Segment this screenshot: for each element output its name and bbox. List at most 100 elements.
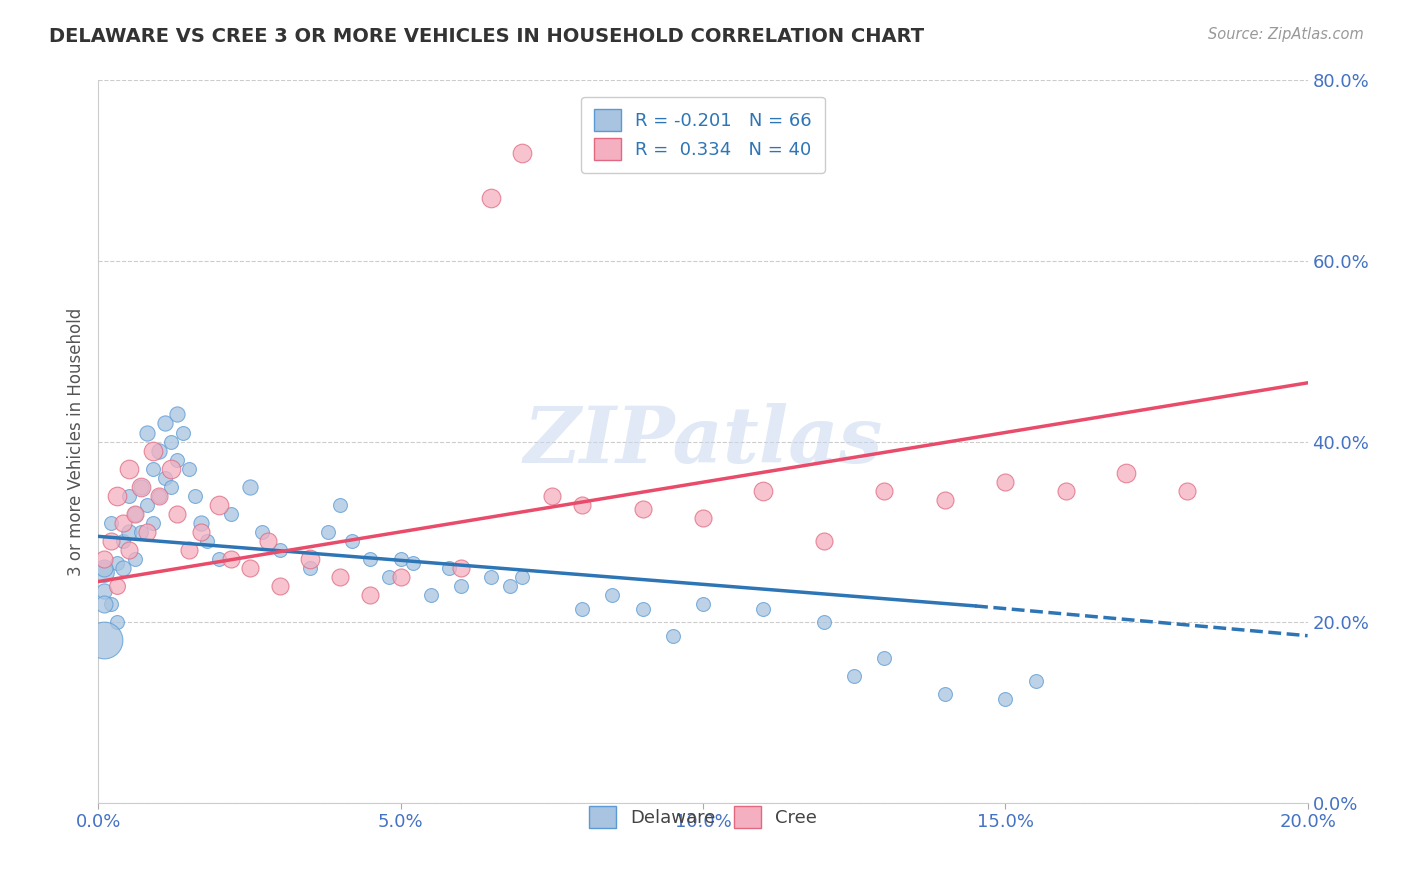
Point — [179, 461, 201, 475]
Point — [148, 443, 170, 458]
Point — [221, 507, 243, 521]
Point — [269, 542, 291, 557]
Point — [437, 561, 460, 575]
Point — [1175, 484, 1198, 499]
Point — [602, 588, 624, 602]
Point — [195, 533, 218, 548]
Point — [179, 542, 201, 557]
Point — [571, 601, 593, 615]
Point — [111, 561, 134, 575]
Point — [135, 498, 157, 512]
Point — [93, 583, 115, 598]
Point — [873, 651, 896, 665]
Point — [389, 570, 412, 584]
Point — [166, 507, 188, 521]
Point — [118, 461, 141, 475]
Point — [269, 579, 291, 593]
Point — [631, 601, 654, 615]
Point — [118, 542, 141, 557]
Point — [994, 692, 1017, 706]
Point — [93, 552, 115, 566]
Point — [105, 615, 128, 630]
Point — [142, 461, 165, 475]
Point — [1054, 484, 1077, 499]
Point — [994, 475, 1017, 490]
Point — [100, 597, 122, 611]
Point — [813, 615, 835, 630]
Point — [142, 443, 165, 458]
Point — [360, 588, 382, 602]
Point — [510, 145, 533, 160]
Point — [135, 524, 157, 539]
Point — [190, 524, 212, 539]
Point — [329, 498, 352, 512]
Point — [93, 633, 115, 648]
Point — [111, 516, 134, 530]
Point — [239, 480, 262, 494]
Point — [208, 552, 231, 566]
Point — [571, 498, 593, 512]
Point — [135, 425, 157, 440]
Point — [813, 533, 835, 548]
Point — [160, 480, 183, 494]
Point — [450, 579, 472, 593]
Point — [160, 461, 183, 475]
Point — [498, 579, 520, 593]
Point — [129, 480, 152, 494]
Point — [105, 489, 128, 503]
Point — [377, 570, 399, 584]
Point — [148, 489, 170, 503]
Point — [692, 511, 714, 525]
Point — [124, 507, 146, 521]
Point — [100, 533, 122, 548]
Point — [1024, 673, 1046, 688]
Point — [873, 484, 896, 499]
Point — [934, 493, 956, 508]
Point — [93, 566, 115, 580]
Point — [221, 552, 243, 566]
Point — [934, 687, 956, 701]
Point — [118, 489, 141, 503]
Point — [402, 557, 425, 571]
Legend: Delaware, Cree: Delaware, Cree — [579, 797, 827, 837]
Text: ZIPatlas: ZIPatlas — [523, 403, 883, 480]
Point — [342, 533, 364, 548]
Point — [250, 524, 273, 539]
Point — [752, 601, 775, 615]
Point — [299, 561, 322, 575]
Point — [389, 552, 412, 566]
Point — [166, 408, 188, 422]
Point — [166, 452, 188, 467]
Point — [172, 425, 194, 440]
Point — [100, 516, 122, 530]
Point — [93, 597, 115, 611]
Point — [129, 480, 152, 494]
Point — [450, 561, 472, 575]
Point — [111, 533, 134, 548]
Point — [420, 588, 443, 602]
Point — [148, 489, 170, 503]
Point — [190, 516, 212, 530]
Point — [360, 552, 382, 566]
Point — [142, 516, 165, 530]
Point — [256, 533, 278, 548]
Point — [129, 524, 152, 539]
Point — [481, 191, 503, 205]
Point — [239, 561, 262, 575]
Text: Source: ZipAtlas.com: Source: ZipAtlas.com — [1208, 27, 1364, 42]
Point — [153, 471, 176, 485]
Point — [208, 498, 231, 512]
Point — [105, 557, 128, 571]
Point — [661, 629, 683, 643]
Point — [184, 489, 207, 503]
Point — [153, 417, 176, 431]
Point — [93, 561, 115, 575]
Point — [752, 484, 775, 499]
Point — [316, 524, 339, 539]
Point — [1115, 466, 1137, 480]
Point — [540, 489, 562, 503]
Text: DELAWARE VS CREE 3 OR MORE VEHICLES IN HOUSEHOLD CORRELATION CHART: DELAWARE VS CREE 3 OR MORE VEHICLES IN H… — [49, 27, 924, 45]
Point — [631, 502, 654, 516]
Point — [481, 570, 503, 584]
Point — [124, 507, 146, 521]
